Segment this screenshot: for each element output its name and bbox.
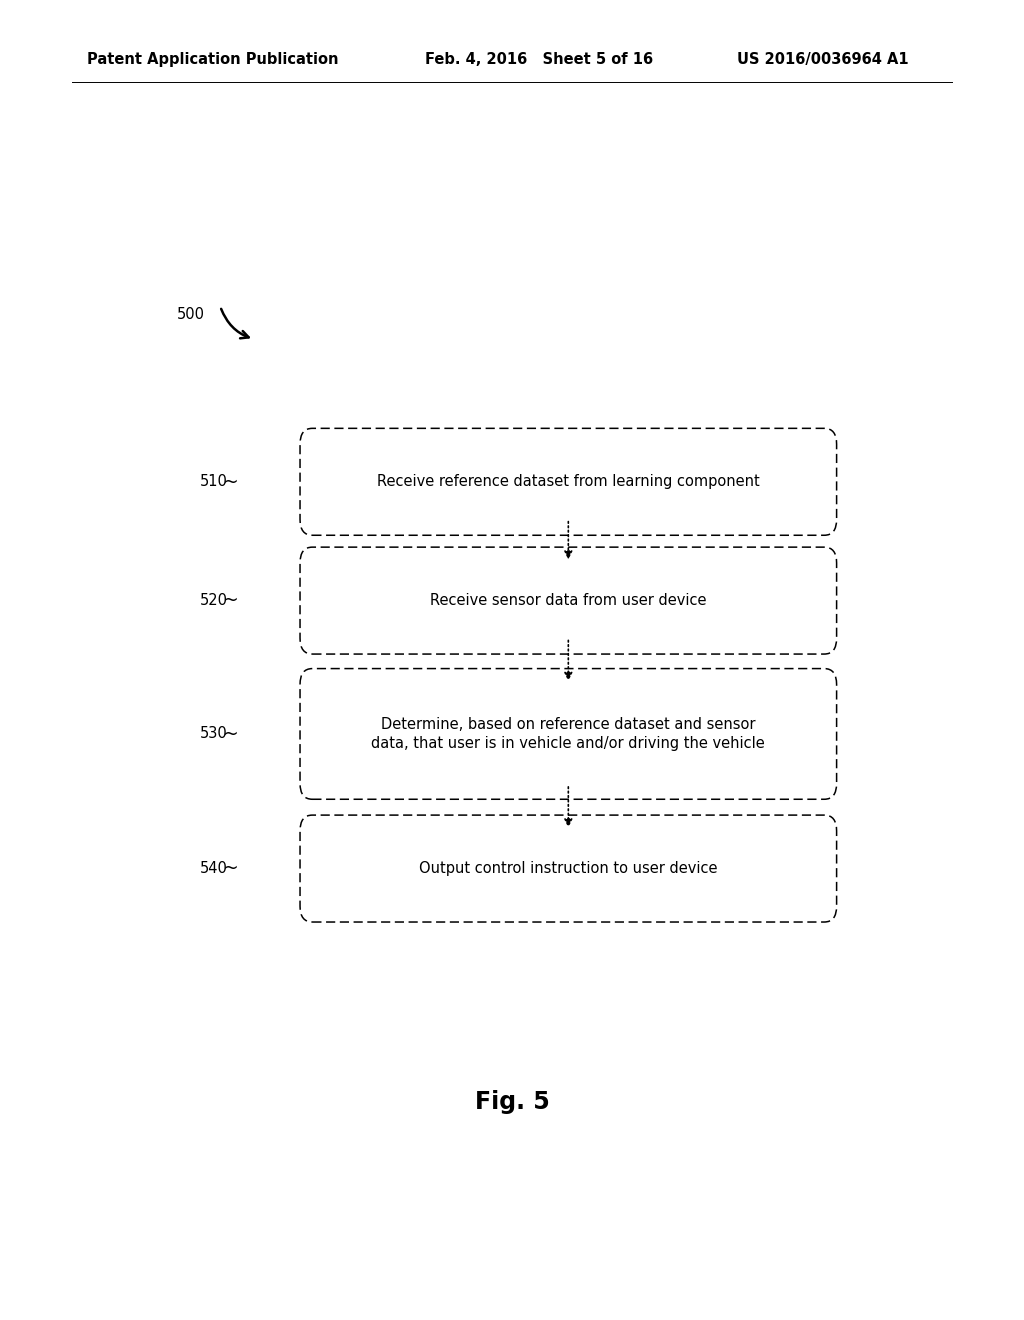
Text: ~: ~ (222, 725, 239, 743)
Text: Receive reference dataset from learning component: Receive reference dataset from learning … (377, 474, 760, 490)
Text: 530: 530 (200, 726, 227, 742)
Text: 520: 520 (200, 593, 227, 609)
Text: Patent Application Publication: Patent Application Publication (87, 51, 339, 67)
FancyBboxPatch shape (300, 814, 837, 921)
FancyBboxPatch shape (300, 428, 837, 536)
Text: Feb. 4, 2016   Sheet 5 of 16: Feb. 4, 2016 Sheet 5 of 16 (425, 51, 653, 67)
Text: Determine, based on reference dataset and sensor
data, that user is in vehicle a: Determine, based on reference dataset an… (372, 717, 765, 751)
Text: Receive sensor data from user device: Receive sensor data from user device (430, 593, 707, 609)
Text: ~: ~ (222, 591, 239, 610)
Text: 540: 540 (200, 861, 227, 876)
Text: Output control instruction to user device: Output control instruction to user devic… (419, 861, 718, 876)
Text: 510: 510 (200, 474, 227, 490)
Text: US 2016/0036964 A1: US 2016/0036964 A1 (737, 51, 909, 67)
FancyBboxPatch shape (300, 546, 837, 653)
Text: ~: ~ (222, 473, 239, 491)
FancyBboxPatch shape (300, 668, 837, 799)
Text: Fig. 5: Fig. 5 (475, 1090, 549, 1114)
Text: ~: ~ (222, 859, 239, 878)
Text: 500: 500 (177, 306, 205, 322)
